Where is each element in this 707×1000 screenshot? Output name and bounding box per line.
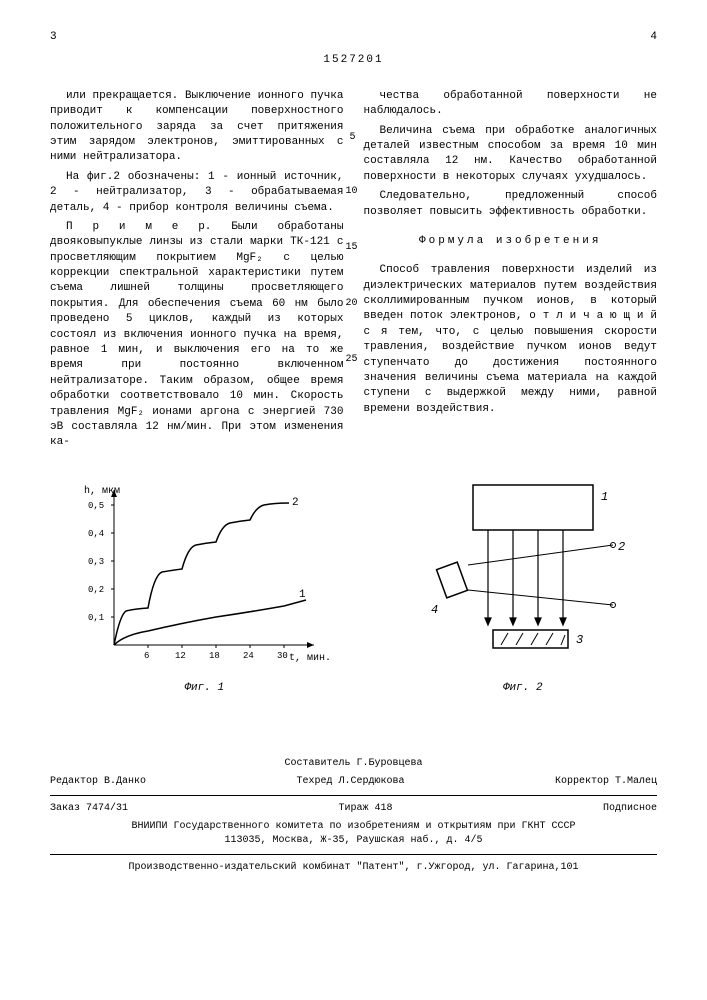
figure-2-diagram: 1 2 4 xyxy=(413,475,633,697)
right-column: чества обработанной поверхности не наблю… xyxy=(364,89,658,455)
svg-text:2: 2 xyxy=(618,540,625,554)
chart-xlabel: t, мин. xyxy=(289,653,331,664)
left-column: или прекращается. Выключение ионного пуч… xyxy=(50,89,344,455)
doc-number: 1527201 xyxy=(50,53,657,68)
printer: Производственно-издательский комбинат "П… xyxy=(50,861,657,875)
para: Способ травления поверхности изделий из … xyxy=(364,263,658,417)
order: Заказ 7474/31 xyxy=(50,802,128,816)
para: П р и м е р. Были обработаны двояковыпук… xyxy=(50,220,344,451)
tirage: Тираж 418 xyxy=(338,802,392,816)
line-number: 15 xyxy=(345,241,357,255)
svg-text:24: 24 xyxy=(243,651,254,661)
svg-text:2: 2 xyxy=(292,497,299,509)
para: Величина съема при обработке аналогичных… xyxy=(364,124,658,186)
line-number: 20 xyxy=(345,297,357,311)
techred: Техред Л.Сердюкова xyxy=(296,775,404,789)
formula-title: Формула изобретения xyxy=(364,234,658,249)
svg-text:0,2: 0,2 xyxy=(88,585,104,595)
footer: Составитель Г.Буровцева Редактор В.Данко… xyxy=(50,757,657,875)
subscription: Подписное xyxy=(603,802,657,816)
figure-1-chart: h, мкм t, мин. 0,1 0,2 0,3 0,4 0,5 6 12 … xyxy=(74,475,334,697)
fig2-caption: Фиг. 2 xyxy=(413,681,633,696)
address: 113035, Москва, Ж-35, Раушская наб., д. … xyxy=(50,834,657,848)
para: Следовательно, предложенный способ позво… xyxy=(364,189,658,220)
page-right: 4 xyxy=(650,30,657,45)
svg-text:0,3: 0,3 xyxy=(88,557,104,567)
svg-text:0,5: 0,5 xyxy=(88,501,104,511)
para: чества обработанной поверхности не наблю… xyxy=(364,89,658,120)
svg-text:4: 4 xyxy=(431,603,438,617)
para: или прекращается. Выключение ионного пуч… xyxy=(50,89,344,166)
svg-text:30: 30 xyxy=(277,651,288,661)
editor: Редактор В.Данко xyxy=(50,775,146,789)
svg-text:6: 6 xyxy=(144,651,149,661)
svg-text:1: 1 xyxy=(601,490,608,504)
para: На фиг.2 обозначены: 1 - ионный источник… xyxy=(50,170,344,216)
fig1-caption: Фиг. 1 xyxy=(74,681,334,696)
line-number: 10 xyxy=(345,185,357,199)
svg-text:18: 18 xyxy=(209,651,220,661)
svg-text:0,1: 0,1 xyxy=(88,613,104,623)
corrector: Корректор Т.Малец xyxy=(555,775,657,789)
chart-ylabel: h, мкм xyxy=(84,485,120,497)
line-number: 5 xyxy=(349,131,355,145)
compiler: Составитель Г.Буровцева xyxy=(50,757,657,771)
org: ВНИИПИ Государственного комитета по изоб… xyxy=(50,820,657,834)
svg-text:12: 12 xyxy=(175,651,186,661)
svg-text:1: 1 xyxy=(299,589,306,601)
page-left: 3 xyxy=(50,30,57,45)
svg-text:3: 3 xyxy=(576,633,583,647)
line-number: 25 xyxy=(345,353,357,367)
svg-text:0,4: 0,4 xyxy=(88,529,104,539)
